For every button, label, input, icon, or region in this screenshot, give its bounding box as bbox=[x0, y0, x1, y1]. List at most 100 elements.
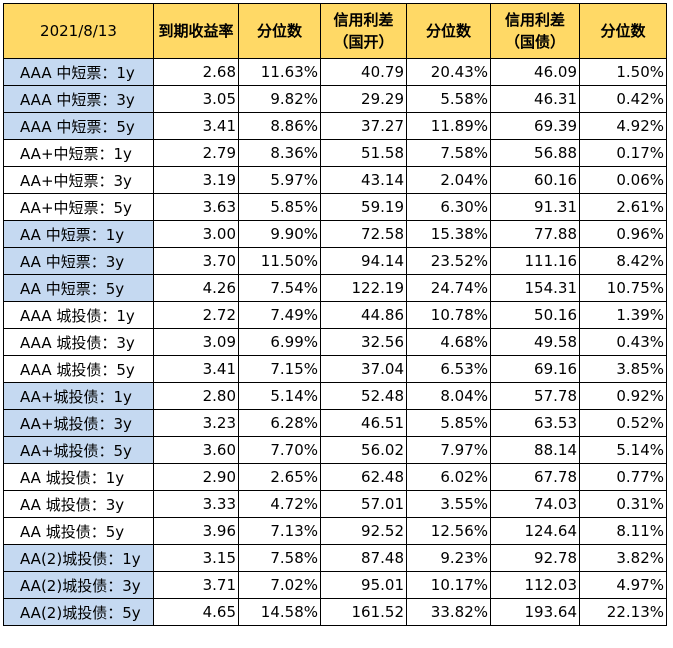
row-label: AA(2)城投债：5y bbox=[3, 598, 154, 626]
yield-cell: 3.71 bbox=[153, 571, 239, 599]
yield-cell: 4.26 bbox=[153, 274, 239, 302]
table-row: AA+城投债：5y 3.60 7.70% 56.02 7.97% 88.14 5.14% bbox=[3, 436, 667, 464]
row-label: AA 城投债：5y bbox=[3, 517, 154, 545]
row-label: AAA 城投债：1y bbox=[3, 301, 154, 329]
table-row: AAA 中短票：1y 2.68 11.63% 40.79 20.43% 46.09 1.50… bbox=[3, 58, 667, 86]
table-row: AA 城投债：3y 3.33 4.72% 57.01 3.55% 74.03 0.31% bbox=[3, 490, 667, 518]
spread-govt-percentile-cell: 0.77% bbox=[579, 463, 667, 491]
spread-cdb-percentile-cell: 4.68% bbox=[406, 328, 491, 356]
table-row: AA+中短票：5y 3.63 5.85% 59.19 6.30% 91.31 2.61% bbox=[3, 193, 667, 221]
yield-percentile-cell: 9.82% bbox=[238, 85, 321, 113]
table-row: AA(2)城投债：1y 3.15 7.58% 87.48 9.23% 92.78 3.82% bbox=[3, 544, 667, 572]
spread-govt-percentile-cell: 0.42% bbox=[579, 85, 667, 113]
spread-cdb-cell: 44.86 bbox=[320, 301, 407, 329]
spread-cdb-percentile-cell: 24.74% bbox=[406, 274, 491, 302]
yield-cell: 2.80 bbox=[153, 382, 239, 410]
yield-cell: 3.41 bbox=[153, 112, 239, 140]
yield-percentile-cell: 2.65% bbox=[238, 463, 321, 491]
spread-govt-cell: 124.64 bbox=[490, 517, 580, 545]
table-row: AA+中短票：1y 2.79 8.36% 51.58 7.58% 56.88 0.17% bbox=[3, 139, 667, 167]
row-label: AA(2)城投债：1y bbox=[3, 544, 154, 572]
spread-govt-percentile-cell: 8.42% bbox=[579, 247, 667, 275]
spread-cdb-cell: 40.79 bbox=[320, 58, 407, 86]
spread-govt-cell: 57.78 bbox=[490, 382, 580, 410]
yield-cell: 2.68 bbox=[153, 58, 239, 86]
spread-govt-percentile-cell: 2.61% bbox=[579, 193, 667, 221]
yield-spread-table: 2021/8/13 到期收益率 分位数 信用利差（国开） 分位数 信用利差（国债… bbox=[3, 3, 667, 626]
yield-percentile-cell: 5.85% bbox=[238, 193, 321, 221]
table-row: AA+中短票：3y 3.19 5.97% 43.14 2.04% 60.16 0.06% bbox=[3, 166, 667, 194]
yield-percentile-cell: 11.63% bbox=[238, 58, 321, 86]
yield-cell: 3.00 bbox=[153, 220, 239, 248]
yield-cell: 3.70 bbox=[153, 247, 239, 275]
spread-cdb-cell: 43.14 bbox=[320, 166, 407, 194]
yield-percentile-cell: 5.97% bbox=[238, 166, 321, 194]
spread-govt-cell: 154.31 bbox=[490, 274, 580, 302]
spread-govt-cell: 74.03 bbox=[490, 490, 580, 518]
row-label: AA+城投债：1y bbox=[3, 382, 154, 410]
spread-govt-percentile-cell: 10.75% bbox=[579, 274, 667, 302]
spread-cdb-cell: 59.19 bbox=[320, 193, 407, 221]
yield-cell: 3.15 bbox=[153, 544, 239, 572]
row-label: AAA 城投债：3y bbox=[3, 328, 154, 356]
spread-cdb-percentile-cell: 6.02% bbox=[406, 463, 491, 491]
row-label: AAA 中短票：1y bbox=[3, 58, 154, 86]
spread-cdb-percentile-cell: 7.58% bbox=[406, 139, 491, 167]
row-label: AA 城投债：3y bbox=[3, 490, 154, 518]
row-label: AA+中短票：1y bbox=[3, 139, 154, 167]
spread-govt-percentile-cell: 1.39% bbox=[579, 301, 667, 329]
spread-cdb-cell: 95.01 bbox=[320, 571, 407, 599]
yield-cell: 3.96 bbox=[153, 517, 239, 545]
spread-govt-percentile-cell: 3.85% bbox=[579, 355, 667, 383]
spread-cdb-cell: 72.58 bbox=[320, 220, 407, 248]
spread-govt-cell: 77.88 bbox=[490, 220, 580, 248]
yield-cell: 3.41 bbox=[153, 355, 239, 383]
row-label: AA+中短票：3y bbox=[3, 166, 154, 194]
spread-govt-cell: 46.09 bbox=[490, 58, 580, 86]
row-label: AA 中短票：1y bbox=[3, 220, 154, 248]
spread-govt-percentile-cell: 8.11% bbox=[579, 517, 667, 545]
yield-percentile-cell: 7.15% bbox=[238, 355, 321, 383]
yield-cell: 4.65 bbox=[153, 598, 239, 626]
spread-cdb-percentile-cell: 7.97% bbox=[406, 436, 491, 464]
spread-cdb-percentile-cell: 10.17% bbox=[406, 571, 491, 599]
yield-percentile-cell: 7.70% bbox=[238, 436, 321, 464]
yield-cell: 2.72 bbox=[153, 301, 239, 329]
row-label: AA+城投债：5y bbox=[3, 436, 154, 464]
yield-percentile-cell: 8.36% bbox=[238, 139, 321, 167]
spread-govt-cell: 91.31 bbox=[490, 193, 580, 221]
table-row: AAA 城投债：5y 3.41 7.15% 37.04 6.53% 69.16 3.85% bbox=[3, 355, 667, 383]
yield-cell: 3.05 bbox=[153, 85, 239, 113]
spread-govt-percentile-cell: 0.43% bbox=[579, 328, 667, 356]
table-row: AAA 中短票：5y 3.41 8.86% 37.27 11.89% 69.39 4.92% bbox=[3, 112, 667, 140]
table-row: AA 中短票：3y 3.70 11.50% 94.14 23.52% 111.16 8.42… bbox=[3, 247, 667, 275]
row-label: AA(2)城投债：3y bbox=[3, 571, 154, 599]
spread-cdb-cell: 52.48 bbox=[320, 382, 407, 410]
spread-cdb-percentile-cell: 6.30% bbox=[406, 193, 491, 221]
spread-cdb-cell: 51.58 bbox=[320, 139, 407, 167]
yield-cell: 3.63 bbox=[153, 193, 239, 221]
spread-govt-cell: 111.16 bbox=[490, 247, 580, 275]
table-row: AA 城投债：5y 3.96 7.13% 92.52 12.56% 124.64 8.11% bbox=[3, 517, 667, 545]
spread-cdb-cell: 32.56 bbox=[320, 328, 407, 356]
yield-percentile-cell: 9.90% bbox=[238, 220, 321, 248]
spread-cdb-cell: 122.19 bbox=[320, 274, 407, 302]
spread-govt-percentile-cell: 0.06% bbox=[579, 166, 667, 194]
yield-percentile-cell: 14.58% bbox=[238, 598, 321, 626]
spread-govt-percentile-cell: 0.52% bbox=[579, 409, 667, 437]
spread-govt-cell: 60.16 bbox=[490, 166, 580, 194]
header-percentile: 分位数 bbox=[238, 3, 321, 59]
spread-govt-cell: 69.16 bbox=[490, 355, 580, 383]
spread-cdb-percentile-cell: 23.52% bbox=[406, 247, 491, 275]
yield-percentile-cell: 4.72% bbox=[238, 490, 321, 518]
spread-cdb-percentile-cell: 2.04% bbox=[406, 166, 491, 194]
yield-cell: 2.90 bbox=[153, 463, 239, 491]
spread-cdb-cell: 92.52 bbox=[320, 517, 407, 545]
table-row: AA+城投债：3y 3.23 6.28% 46.51 5.85% 63.53 0.52% bbox=[3, 409, 667, 437]
table-row: AAA 城投债：1y 2.72 7.49% 44.86 10.78% 50.16 1.39% bbox=[3, 301, 667, 329]
spread-govt-cell: 46.31 bbox=[490, 85, 580, 113]
yield-cell: 3.33 bbox=[153, 490, 239, 518]
spread-cdb-percentile-cell: 6.53% bbox=[406, 355, 491, 383]
yield-cell: 3.23 bbox=[153, 409, 239, 437]
yield-percentile-cell: 7.49% bbox=[238, 301, 321, 329]
